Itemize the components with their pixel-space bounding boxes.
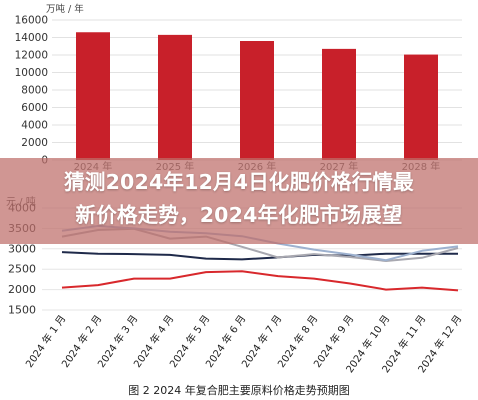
bar-y-tick-label: 16000 bbox=[15, 15, 48, 27]
figure-caption: 图 2 2024 年复合肥主要原料价格走势预期图 bbox=[128, 384, 350, 397]
title-line-2: 新价格走势，2024年化肥市场展望 bbox=[75, 203, 403, 227]
bar bbox=[240, 41, 274, 160]
bar-y-tick-label: 10000 bbox=[15, 67, 48, 79]
line-y-tick-label: 2500 bbox=[8, 263, 36, 276]
bar bbox=[404, 54, 438, 160]
title-line-1: 猜测2024年12月4日化肥价格行情最 bbox=[64, 170, 414, 194]
title-banner bbox=[0, 158, 478, 244]
bar bbox=[158, 34, 192, 160]
bar bbox=[76, 32, 110, 160]
bar-y-tick-label: 14000 bbox=[15, 32, 48, 44]
bar-y-tick-label: 8000 bbox=[21, 85, 48, 97]
line-series bbox=[61, 251, 458, 261]
article-title: 猜测2024年12月4日化肥价格行情最 新价格走势，2024年化肥市场展望 bbox=[0, 166, 478, 232]
line-series bbox=[61, 270, 459, 292]
bar-y-axis-label: 万吨 / 年 bbox=[46, 3, 84, 15]
bar-y-tick-label: 6000 bbox=[21, 102, 48, 114]
line-y-tick-label: 2000 bbox=[8, 283, 36, 296]
bar bbox=[322, 48, 356, 160]
bar-y-tick-label: 4000 bbox=[21, 120, 48, 132]
line-y-tick-label: 1500 bbox=[8, 304, 36, 317]
bar-y-tick-label: 12000 bbox=[15, 50, 48, 62]
line-y-tick-label: 3000 bbox=[8, 242, 36, 255]
bar-y-tick-label: 2000 bbox=[21, 137, 48, 149]
